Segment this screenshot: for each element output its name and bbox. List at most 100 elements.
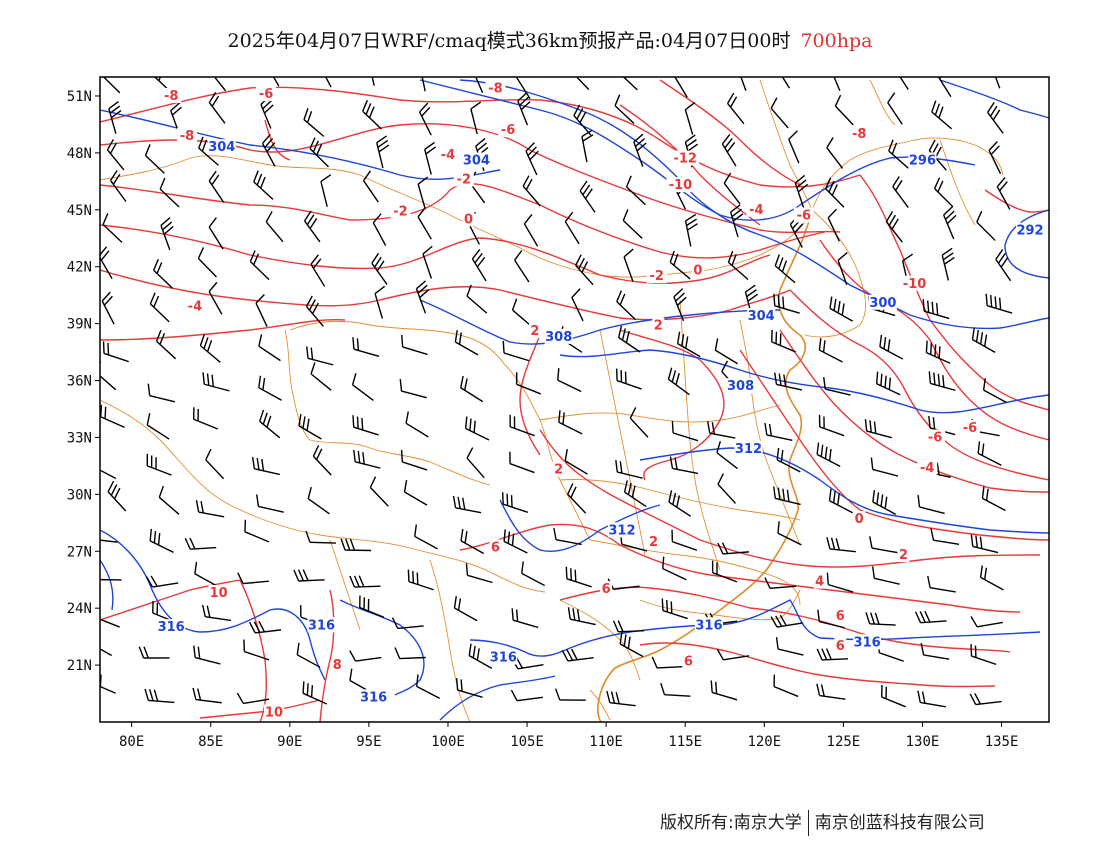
x-tick-label: 80E: [119, 734, 144, 750]
wind-barb: [870, 457, 899, 477]
wind-barb: [515, 372, 542, 395]
y-tick-label: 45N: [67, 203, 92, 219]
contour-label: -6: [963, 421, 977, 436]
wind-barb: [571, 288, 584, 322]
contour-label: 2: [649, 535, 658, 550]
wind-barb: [616, 368, 642, 390]
copyright-footer: 版权所有:南京大学 南京创蓝科技有限公司: [660, 808, 985, 836]
wind-barb: [892, 176, 909, 208]
contour-label-bg: [498, 122, 519, 138]
contour-label-bg: [671, 150, 700, 166]
wind-barb: [369, 476, 389, 507]
contour-label-bg: [747, 308, 776, 324]
wind-barb: [826, 537, 856, 553]
wind-barb: [145, 575, 179, 588]
contour-label-bg: [453, 171, 474, 187]
wind-barb: [930, 528, 960, 546]
wind-barb: [453, 596, 478, 622]
wind-barb: [502, 340, 530, 362]
wind-barb: [144, 688, 175, 704]
wind-barb: [374, 285, 386, 319]
wind-barb: [514, 250, 530, 283]
wind-barb: [256, 494, 284, 513]
contour-label: -6: [501, 123, 515, 138]
wind-barb: [673, 288, 687, 322]
wind-barb: [305, 530, 336, 544]
contour-label-bg: [489, 649, 518, 665]
wind-barb: [296, 642, 321, 668]
wind-barb: [464, 416, 490, 441]
wind-barb: [525, 142, 539, 176]
wind-barb: [509, 414, 535, 437]
wind-barb: [622, 77, 638, 91]
wind-barb: [195, 500, 225, 518]
map-frame: [99, 76, 1050, 723]
wind-barb: [101, 291, 115, 325]
wind-barb: [776, 447, 801, 473]
wind-barb: [660, 683, 691, 697]
contour-label: 316: [360, 690, 387, 705]
wind-barb: [775, 637, 804, 656]
contour-label: 10: [265, 706, 283, 721]
wind-barb: [237, 572, 270, 585]
wind-barb: [424, 141, 437, 175]
contour-label-bg: [462, 152, 491, 168]
wind-barb: [310, 362, 332, 391]
wind-barb: [816, 683, 846, 700]
contour-label: -10: [669, 178, 693, 193]
wind-barb: [470, 101, 482, 135]
contour-label-bg: [691, 262, 704, 278]
wind-barb: [977, 441, 1002, 466]
y-tick-label: 30N: [67, 487, 92, 503]
contour-label: 304: [748, 309, 775, 324]
wind-barb: [920, 642, 950, 660]
contour-label-bg: [607, 522, 636, 538]
wind-barb: [554, 688, 586, 701]
wind-barb: [351, 373, 374, 401]
wind-barb: [422, 245, 433, 279]
wind-barb: [979, 565, 1004, 591]
wind-barb: [522, 175, 541, 207]
wind-barb: [407, 569, 434, 591]
contour-label: 312: [608, 523, 635, 538]
wind-barb: [933, 177, 954, 208]
wind-barb: [553, 527, 582, 546]
wind-barb: [710, 680, 738, 701]
wind-barb: [523, 214, 539, 247]
wind-barb: [625, 175, 646, 206]
wind-barb: [717, 542, 749, 555]
y-tick-label: 48N: [67, 146, 92, 162]
contour-label: -2: [393, 205, 407, 220]
wind-barb: [511, 298, 533, 328]
contour-label-bg: [813, 573, 826, 589]
wind-barb: [567, 607, 596, 626]
x-tick-label: 130E: [906, 734, 940, 750]
wind-barb: [826, 137, 844, 169]
wind-barb: [213, 77, 227, 92]
wind-barb: [149, 528, 174, 554]
wind-barb: [421, 77, 426, 92]
wind-barb: [781, 77, 791, 89]
x-tick-label: 115E: [668, 734, 702, 750]
wind-barb: [714, 338, 738, 365]
wind-barb: [304, 210, 321, 243]
wind-barb: [828, 488, 853, 514]
contour-label-bg: [726, 378, 755, 394]
contour-label: 316: [854, 635, 881, 650]
wind-barb: [159, 177, 180, 208]
wind-barb: [941, 247, 955, 281]
wind-barb: [102, 213, 123, 243]
footer-separator: [807, 810, 809, 836]
contour-label-bg: [208, 585, 229, 600]
wind-barb: [878, 640, 904, 662]
contour-label: 2: [530, 324, 539, 339]
wind-barb: [100, 404, 125, 428]
wind-barb: [818, 414, 845, 437]
wind-barb: [298, 413, 322, 440]
contour-label-bg: [849, 125, 870, 141]
contour-label-bg: [184, 298, 205, 314]
contour-label-bg: [917, 459, 938, 475]
wind-barb: [581, 129, 594, 163]
contour-label: 0: [464, 212, 473, 227]
wind-barb: [623, 480, 647, 508]
